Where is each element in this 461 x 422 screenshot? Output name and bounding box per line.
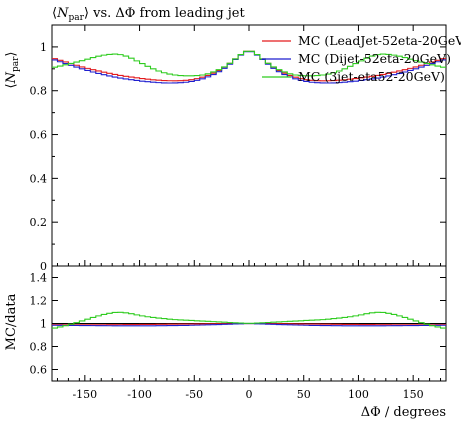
title-open-bracket: ⟨ (52, 6, 57, 21)
legend: MC (LeadJet-52eta-20GeV) MC (Dijet-52eta… (262, 33, 461, 84)
ylabel-close-bracket: ⟩ (4, 52, 19, 57)
title-subscript: par (68, 13, 84, 23)
ratio-y-axis-label: MC/data (4, 293, 19, 350)
x-tick-label-1: -100 (127, 388, 152, 401)
y-axis-label: ⟨Npar⟩ (4, 52, 21, 89)
chart-title: ⟨Npar⟩ vs. ΔΦ from leading jet (52, 6, 246, 23)
legend-label-leadjet: MC (LeadJet-52eta-20GeV) (298, 33, 461, 48)
title-close-bracket: ⟩ (84, 6, 89, 21)
series-line-2 (52, 50, 446, 77)
ratio-y-tick-label-2: 1 (40, 318, 47, 331)
ylabel-symbol: N (4, 71, 19, 84)
y-tick-label-1: 0.2 (30, 216, 48, 229)
x-tick-label-4: 50 (297, 388, 311, 401)
title-symbol: N (56, 6, 69, 21)
ylabel-open-bracket: ⟨ (4, 83, 19, 88)
x-tick-label-6: 150 (403, 388, 424, 401)
title-rest: vs. ΔΦ from leading jet (89, 6, 246, 21)
y-tick-label-4: 0.8 (30, 85, 48, 98)
series-layer (52, 50, 446, 84)
legend-label-3jet: MC (3jet-eta52-20GeV) (298, 69, 445, 84)
x-tick-label-2: -50 (185, 388, 203, 401)
ticks-layer: -150 -100 -50 0 50 100 150 0 0.2 0.4 0.6 0.8 1 0.6 0.8… (30, 24, 446, 401)
ratio-y-tick-label-4: 1.4 (30, 272, 48, 285)
x-tick-label-3: 0 (246, 388, 253, 401)
ratio-y-tick-label-3: 1.2 (30, 295, 48, 308)
y-tick-label-3: 0.6 (30, 129, 48, 142)
legend-label-dijet: MC (Dijet-52eta-20GeV) (298, 51, 451, 66)
ratio-series-layer (52, 311, 446, 329)
ratio-series-line-2 (52, 311, 446, 329)
ratio-y-tick-label-1: 0.8 (30, 341, 48, 354)
y-tick-label-2: 0.4 (30, 172, 48, 185)
x-tick-label-5: 100 (348, 388, 369, 401)
ylabel-subscript: par (11, 56, 21, 72)
x-tick-label-0: -150 (72, 388, 97, 401)
x-axis-label: ΔΦ / degrees (361, 405, 446, 420)
ratio-y-tick-label-0: 0.6 (30, 364, 48, 377)
y-tick-label-5: 1 (40, 41, 47, 54)
y-tick-label-0: 0 (40, 260, 47, 273)
